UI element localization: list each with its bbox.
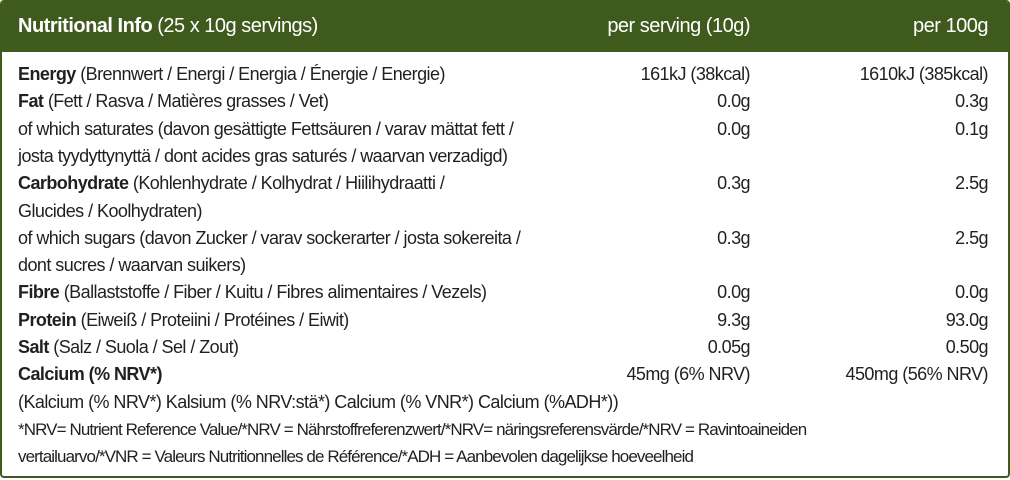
row-line: Fibre (Ballaststoffe / Fiber / Kuitu / F… — [18, 279, 487, 306]
per-serving-value: 0.0g — [717, 118, 750, 139]
per-serving-value: 9.3g — [717, 309, 750, 330]
header-band: Nutritional Info (25 x 10g servings) per… — [2, 2, 1008, 52]
nutrient-name: Fat — [18, 91, 44, 112]
per-serving-value: 161kJ (38kcal) — [640, 64, 751, 84]
nutrient-name: Fibre — [18, 282, 60, 303]
row-line: of which sugars (davon Zucker / varav so… — [18, 225, 521, 252]
per-100g-value: 450mg (56% NRV) — [845, 364, 989, 385]
nutrient-name: Carbohydrate — [18, 173, 129, 194]
per-100g-value: 0.1g — [955, 118, 988, 139]
row-line: Glucides / Koolhydraten) — [18, 198, 202, 225]
row-line: Protein (Eiweiß / Proteiini / Protéines … — [18, 307, 349, 334]
nutrient-description: dont sucres / waarvan suikers) — [18, 255, 246, 276]
nutrient-name: Protein — [18, 309, 77, 330]
row-line: Energy (Brennwert / Energi / Energia / É… — [18, 61, 445, 88]
row-line: josta tyydyttynyttä / dont acides gras s… — [18, 143, 508, 170]
per-100g-value: 93.0g — [945, 309, 989, 330]
nutrient-name: Calcium (% NRV*) — [18, 364, 162, 385]
header-title-group: Nutritional Info (25 x 10g servings) — [18, 15, 318, 38]
column-header: per 100g — [913, 15, 988, 37]
nutrient-description: (Ballaststoffe / Fiber / Kuitu / Fibres … — [63, 282, 487, 303]
footnote-line: vertailuarvo/*VNR = Valeurs Nutritionnel… — [18, 447, 694, 467]
per-100g-value: 2.5g — [955, 173, 988, 194]
row-line: of which saturates (davon gesättigte Fet… — [18, 116, 514, 143]
per-serving-value: 0.3g — [717, 173, 750, 194]
nutrient-name: Salt — [18, 337, 49, 357]
per-serving-value: 0.0g — [717, 282, 750, 303]
row-line: Salt (Salz / Suola / Sel / Zout) — [18, 334, 239, 361]
per-100g-value: 0.3g — [955, 91, 988, 112]
footnote-line: *NRV= Nutrient Reference Value/*NRV = Nä… — [18, 419, 807, 439]
header-subtitle: (25 x 10g servings) — [157, 15, 318, 37]
nutrient-description: Glucides / Koolhydraten) — [18, 200, 202, 221]
column-header: per serving (10g) — [607, 15, 750, 37]
nutrient-name: Energy — [18, 64, 76, 84]
header-title: Nutritional Info — [18, 15, 153, 37]
nutrient-translations: (Kalcium (% NRV*) Kalsium (% NRV:stä*) C… — [18, 391, 619, 412]
nutrient-description: (Eiweiß / Proteiini / Protéines / Eiwit) — [80, 309, 350, 330]
per-serving-value: 0.0g — [717, 91, 750, 112]
per-serving-value: 0.05g — [707, 337, 751, 357]
per-100g-value: 2.5g — [955, 227, 988, 248]
nutrient-description: (Fett / Rasva / Matières grasses / Vet) — [47, 91, 329, 112]
per-100g-value: 0.0g — [955, 282, 988, 303]
nutrient-description: josta tyydyttynyttä / dont acides gras s… — [18, 145, 508, 166]
row-line: dont sucres / waarvan suikers) — [18, 252, 246, 279]
nutrient-description: (Kohlenhydrate / Kolhydrat / Hiilihydraa… — [132, 173, 445, 194]
row-line: Carbohydrate (Kohlenhydrate / Kolhydrat … — [18, 170, 445, 197]
row-line: Fat (Fett / Rasva / Matières grasses / V… — [18, 88, 329, 115]
row-line: Calcium (% NRV*) — [18, 361, 162, 388]
per-serving-value: 45mg (6% NRV) — [626, 364, 750, 385]
per-100g-value: 1610kJ (385kcal) — [859, 64, 989, 84]
per-serving-value: 0.3g — [717, 227, 750, 248]
nutrient-description: of which saturates (davon gesättigte Fet… — [18, 118, 514, 139]
nutrient-description: (Salz / Suola / Sel / Zout) — [53, 337, 239, 357]
nutrient-description: of which sugars (davon Zucker / varav so… — [18, 227, 521, 248]
per-100g-value: 0.50g — [945, 337, 989, 357]
nutrient-description: (Brennwert / Energi / Energia / Énergie … — [80, 64, 445, 84]
